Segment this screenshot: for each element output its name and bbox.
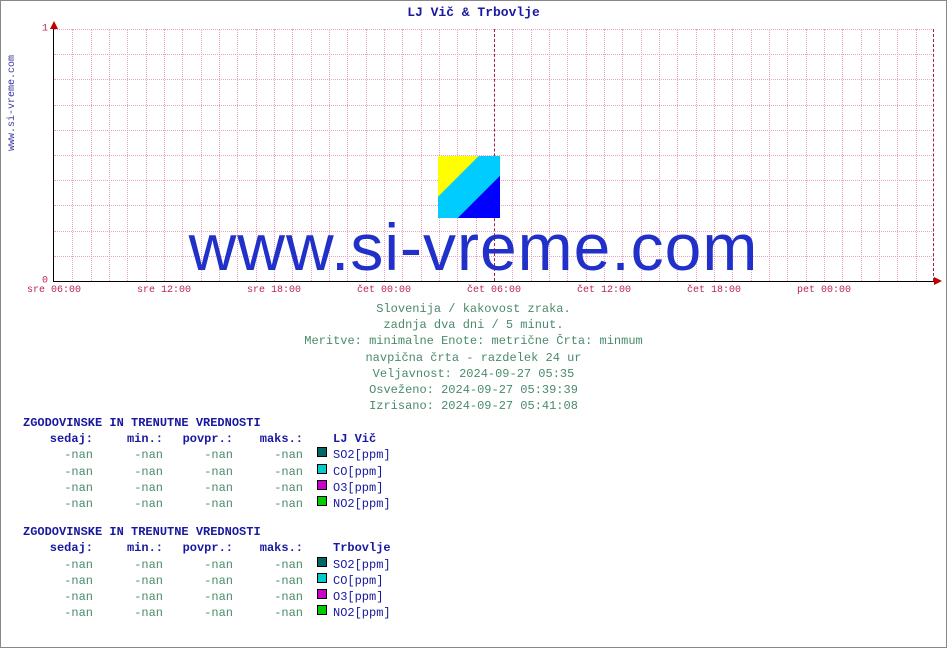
table-cell: -nan <box>23 605 93 621</box>
table-cell: -nan <box>93 573 163 589</box>
meta-line: Slovenija / kakovost zraka. <box>1 301 946 317</box>
table-cell: -nan <box>93 557 163 573</box>
table-row: -nan-nan-nan-nanCO[ppm] <box>23 464 391 480</box>
table-header-row: sedaj:min.:povpr.:maks.: LJ Vič <box>23 431 391 447</box>
table-cell: -nan <box>163 605 233 621</box>
x-tick-label: sre 12:00 <box>137 285 191 296</box>
color-swatch-icon <box>317 557 327 567</box>
color-swatch-icon <box>317 464 327 474</box>
table-cell: -nan <box>23 557 93 573</box>
table-header-cell: min.: <box>93 431 163 447</box>
color-swatch-icon <box>317 447 327 457</box>
color-swatch-icon <box>317 496 327 506</box>
meta-line: Izrisano: 2024-09-27 05:41:08 <box>1 398 946 414</box>
table-cell: -nan <box>163 589 233 605</box>
color-swatch-icon <box>317 480 327 490</box>
x-tick-label: čet 18:00 <box>687 285 741 296</box>
table-header-cell: sedaj: <box>23 431 93 447</box>
x-tick-label: pet 00:00 <box>797 285 851 296</box>
watermark-text: www.si-vreme.com <box>1 209 946 285</box>
table-row: -nan-nan-nan-nanO3[ppm] <box>23 480 391 496</box>
table-cell: -nan <box>163 557 233 573</box>
data-tables: ZGODOVINSKE IN TRENUTNE VREDNOSTIsedaj:m… <box>23 415 391 621</box>
table-header-cell: maks.: <box>233 540 303 556</box>
table-row: -nan-nan-nan-nanCO[ppm] <box>23 573 391 589</box>
table-group-name: Trbovlje <box>333 540 391 556</box>
table-header-row: sedaj:min.:povpr.:maks.: Trbovlje <box>23 540 391 556</box>
parameter-label: NO2[ppm] <box>333 605 391 621</box>
table-cell: -nan <box>233 557 303 573</box>
x-tick-label: sre 06:00 <box>27 285 81 296</box>
table-header-cell: maks.: <box>233 431 303 447</box>
meta-line: Veljavnost: 2024-09-27 05:35 <box>1 366 946 382</box>
meta-line: Meritve: minimalne Enote: metrične Črta:… <box>1 333 946 349</box>
table-cell: -nan <box>233 605 303 621</box>
table-cell: -nan <box>93 447 163 463</box>
x-tick-label: čet 00:00 <box>357 285 411 296</box>
color-swatch-icon <box>317 573 327 583</box>
table-cell: -nan <box>233 589 303 605</box>
parameter-label: SO2[ppm] <box>333 557 391 573</box>
table-section-title: ZGODOVINSKE IN TRENUTNE VREDNOSTI <box>23 524 391 540</box>
table-header-cell: sedaj: <box>23 540 93 556</box>
table-cell: -nan <box>93 496 163 512</box>
color-swatch-icon <box>317 605 327 615</box>
parameter-label: CO[ppm] <box>333 464 383 480</box>
table-row: -nan-nan-nan-nanSO2[ppm] <box>23 447 391 463</box>
table-section-title: ZGODOVINSKE IN TRENUTNE VREDNOSTI <box>23 415 391 431</box>
table-cell: -nan <box>23 480 93 496</box>
table-group-name: LJ Vič <box>333 431 376 447</box>
x-tick-label: čet 12:00 <box>577 285 631 296</box>
table-row: -nan-nan-nan-nanSO2[ppm] <box>23 557 391 573</box>
table-row: -nan-nan-nan-nanO3[ppm] <box>23 589 391 605</box>
parameter-label: SO2[ppm] <box>333 447 391 463</box>
table-cell: -nan <box>233 447 303 463</box>
table-cell: -nan <box>93 605 163 621</box>
table-cell: -nan <box>233 480 303 496</box>
y-tick-label: 1 <box>42 24 48 35</box>
table-cell: -nan <box>23 464 93 480</box>
table-cell: -nan <box>23 589 93 605</box>
x-tick-label: čet 06:00 <box>467 285 521 296</box>
meta-line: navpična črta - razdelek 24 ur <box>1 350 946 366</box>
parameter-label: O3[ppm] <box>333 589 383 605</box>
table-cell: -nan <box>163 496 233 512</box>
table-cell: -nan <box>163 464 233 480</box>
table-cell: -nan <box>23 447 93 463</box>
x-tick-label: sre 18:00 <box>247 285 301 296</box>
table-cell: -nan <box>23 573 93 589</box>
table-cell: -nan <box>233 464 303 480</box>
table-cell: -nan <box>93 589 163 605</box>
table-header-cell: min.: <box>93 540 163 556</box>
table-cell: -nan <box>233 496 303 512</box>
color-swatch-icon <box>317 589 327 599</box>
meta-line: Osveženo: 2024-09-27 05:39:39 <box>1 382 946 398</box>
chart-container: www.si-vreme.com LJ Vič & Trbovlje 01sre… <box>0 0 947 648</box>
table-header-cell: povpr.: <box>163 540 233 556</box>
table-cell: -nan <box>93 464 163 480</box>
table-cell: -nan <box>163 480 233 496</box>
meta-line: zadnja dva dni / 5 minut. <box>1 317 946 333</box>
parameter-label: NO2[ppm] <box>333 496 391 512</box>
parameter-label: CO[ppm] <box>333 573 383 589</box>
y-axis-arrow-icon <box>50 21 58 29</box>
table-cell: -nan <box>23 496 93 512</box>
table-cell: -nan <box>93 480 163 496</box>
table-cell: -nan <box>233 573 303 589</box>
table-cell: -nan <box>163 573 233 589</box>
chart-title: LJ Vič & Trbovlje <box>1 5 946 20</box>
table-cell: -nan <box>163 447 233 463</box>
chart-metadata: Slovenija / kakovost zraka. zadnja dva d… <box>1 301 946 414</box>
parameter-label: O3[ppm] <box>333 480 383 496</box>
table-row: -nan-nan-nan-nanNO2[ppm] <box>23 605 391 621</box>
table-row: -nan-nan-nan-nanNO2[ppm] <box>23 496 391 512</box>
y-axis-source-label: www.si-vreme.com <box>7 55 18 151</box>
table-header-cell: povpr.: <box>163 431 233 447</box>
